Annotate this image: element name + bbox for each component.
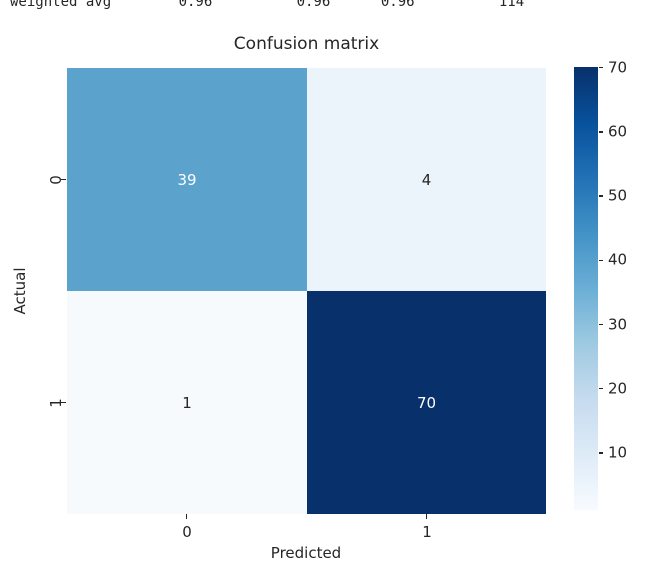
colorbar-tick-mark — [599, 131, 603, 133]
x-tick-label-1: 1 — [422, 523, 432, 541]
cell-annotation: 1 — [182, 393, 192, 412]
y-tick-label-1: 1 — [47, 398, 65, 408]
x-tick-mark-1 — [426, 514, 428, 519]
colorbar-tick-mark — [599, 67, 603, 69]
colorbar — [574, 67, 598, 510]
colorbar-tick-label: 20 — [608, 379, 628, 398]
cell-annotation: 39 — [177, 170, 197, 189]
y-axis-label: Actual — [11, 267, 29, 315]
heatmap-cell-actual1-pred0: 1 — [67, 291, 307, 514]
x-axis-label: Predicted — [270, 544, 342, 562]
colorbar-tick-mark — [599, 259, 603, 261]
chart-title: Confusion matrix — [233, 34, 380, 54]
y-tick-label-0: 0 — [47, 175, 65, 185]
heatmap-cell-actual0-pred0: 39 — [67, 68, 307, 291]
x-tick-mark-0 — [186, 514, 188, 519]
cell-annotation: 4 — [421, 170, 432, 189]
colorbar-tick-label: 10 — [608, 443, 628, 462]
heatmap-grid: 39 4 1 70 — [67, 68, 546, 514]
classification-report-weighted-avg-row: weighted avg 0.96 0.96 0.96 114 — [10, 0, 525, 10]
heatmap-cell-actual0-pred1: 4 — [307, 68, 546, 291]
colorbar-tick-mark — [599, 452, 603, 454]
colorbar-ticks: 70 60 50 40 30 20 10 — [598, 58, 668, 510]
colorbar-tick-label: 50 — [608, 186, 628, 205]
cell-annotation: 70 — [416, 393, 437, 412]
colorbar-tick-label: 60 — [608, 122, 628, 141]
colorbar-tick-label: 70 — [608, 58, 628, 77]
colorbar-tick-label: 40 — [608, 250, 628, 269]
colorbar-tick-mark — [599, 195, 603, 197]
colorbar-tick-mark — [599, 323, 603, 326]
colorbar-tick-label: 30 — [608, 315, 628, 334]
y-tick-mark-1 — [61, 402, 66, 404]
y-tick-mark-0 — [61, 179, 66, 181]
x-tick-label-0: 0 — [182, 523, 192, 541]
colorbar-tick-mark — [599, 388, 603, 390]
heatmap-cell-actual1-pred1: 70 — [307, 291, 546, 514]
